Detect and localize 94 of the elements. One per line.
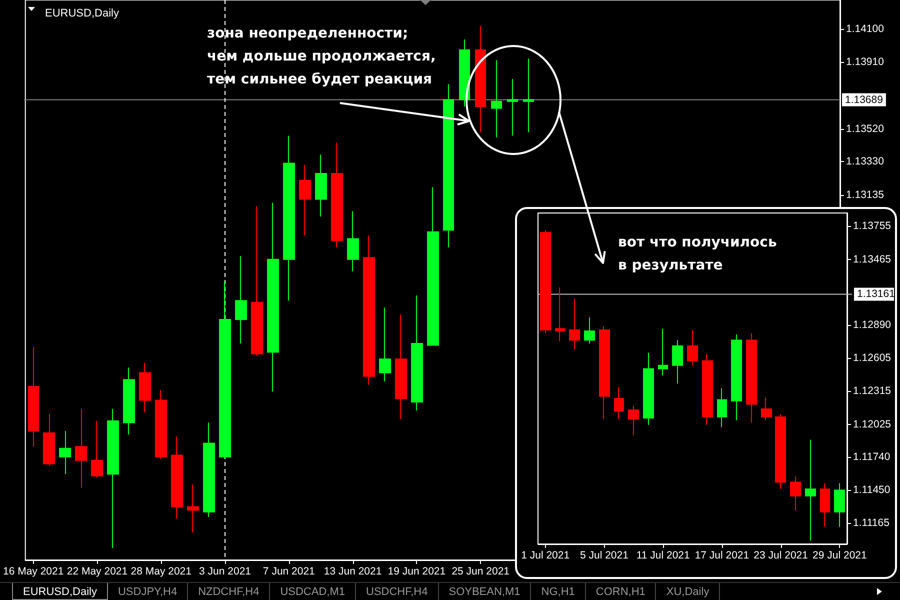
y-tick-label: 1.12605	[853, 352, 892, 364]
candlestick	[267, 202, 279, 392]
candlestick	[775, 414, 786, 490]
candlestick	[475, 25, 486, 133]
candlestick	[805, 439, 816, 542]
x-tick-label: 17 Jul 2021	[694, 550, 750, 562]
candlestick	[171, 436, 183, 520]
x-tick-label: 16 May 2021	[2, 566, 64, 578]
text: SOYBEAN,M1	[438, 583, 532, 600]
candlestick	[395, 314, 407, 420]
candlestick	[687, 329, 698, 366]
candlestick	[139, 362, 151, 413]
candlestick	[628, 404, 639, 436]
text: USDCHF,H4	[356, 583, 439, 600]
candlestick	[523, 58, 534, 133]
y-tick-label: 1.11165	[853, 516, 890, 529]
candlestick	[790, 476, 801, 512]
candlestick	[599, 326, 610, 420]
candlestick	[363, 234, 375, 386]
candlestick	[555, 286, 565, 342]
x-tick-label: 5 Jul 2021	[580, 550, 629, 562]
candlestick	[123, 367, 135, 436]
candlestick	[427, 186, 439, 346]
candlestick	[107, 408, 119, 548]
y-tick-label: 1.11450	[853, 484, 890, 496]
candlestick	[761, 396, 772, 421]
annotation: вот что получилось в результате	[618, 234, 777, 274]
candlestick	[379, 306, 391, 382]
x-tick-label: 23 Jul 2021	[754, 550, 808, 562]
x-tick-label: 11 Jul 2021	[636, 550, 690, 562]
text: NZDCHF,H4	[188, 583, 270, 600]
candlestick	[717, 388, 727, 428]
candlestick	[283, 135, 295, 302]
text: EURUSD,Daily	[12, 583, 108, 600]
candlestick	[731, 334, 742, 421]
y-tick-label: 1.12890	[853, 319, 892, 332]
candlestick	[702, 353, 713, 426]
text: CORN,H1	[586, 583, 656, 600]
candlestick	[219, 281, 231, 460]
y-tick-label: 1.12025	[853, 418, 892, 430]
y-tick-label: 1.11740	[853, 450, 890, 463]
candlestick	[459, 39, 470, 108]
x-tick-label: 28 May 2021	[130, 566, 192, 578]
candlestick	[643, 352, 654, 426]
y-tick-label: 1.13330	[846, 155, 884, 168]
candlestick	[155, 389, 167, 460]
candlestick	[43, 413, 55, 466]
candlestick	[203, 422, 215, 518]
text: NG,H1	[531, 583, 586, 600]
candlestick	[658, 328, 668, 376]
candlestick	[315, 154, 327, 217]
candlestick	[569, 298, 580, 350]
candlestick	[75, 408, 87, 488]
candlestick	[331, 142, 343, 248]
candlestick	[584, 316, 595, 344]
y-tick-label: 1.12315	[853, 385, 892, 398]
y-tick-label: 1.13135	[846, 188, 884, 201]
candlestick	[443, 84, 454, 248]
x-tick-label: 1 Jul 2021	[521, 550, 570, 562]
candlestick	[187, 484, 199, 534]
annotation: зона неопределенности; чем дольше продолжается, тем сильнее будет реакция	[207, 26, 436, 88]
y-tick-label: 1.13520	[846, 122, 884, 135]
candlestick	[614, 386, 624, 420]
y-tick-label: 1.13910	[846, 56, 884, 68]
x-tick-label: 19 Jun 2021	[388, 566, 446, 578]
x-tick-label: 3 Jun 2021	[199, 566, 252, 578]
candlestick	[820, 482, 830, 528]
y-tick-label: 1.14100	[846, 23, 884, 36]
candlestick	[411, 294, 423, 412]
text: USDJPY,H4	[108, 583, 188, 600]
x-tick-label: 25 Jun 2021	[452, 566, 510, 578]
x-tick-label: 22 May 2021	[66, 566, 128, 578]
ref-line-label: 1.13689	[845, 94, 884, 106]
candlestick	[235, 255, 247, 344]
x-tick-label: 7 Jun 2021	[262, 566, 316, 578]
y-tick-label: 1.13465	[853, 253, 892, 266]
candlestick	[746, 332, 757, 424]
text: USDCAD,M1	[270, 583, 356, 600]
y-tick-label: 1.13755	[853, 220, 892, 232]
candlestick	[540, 230, 551, 334]
candlestick	[347, 210, 359, 272]
x-tick-label: 13 Jun 2021	[324, 566, 382, 578]
candlestick	[507, 78, 518, 136]
candlestick	[299, 164, 311, 236]
candlestick	[91, 420, 103, 478]
x-tick-label: 29 Jul 2021	[812, 550, 867, 562]
candlestick	[28, 346, 39, 448]
candlestick	[672, 340, 683, 384]
text: EURUSD,Daily	[45, 8, 120, 20]
candlestick	[251, 206, 263, 356]
candlestick	[59, 430, 71, 475]
candlestick	[834, 482, 845, 528]
candlestick	[491, 60, 502, 138]
text: XU,Daily	[656, 583, 720, 600]
